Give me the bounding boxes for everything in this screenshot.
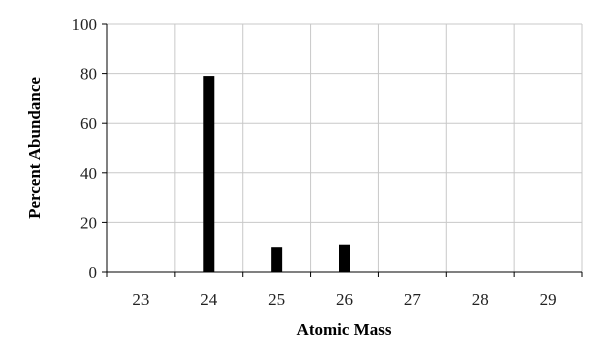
- y-tick-label: 80: [80, 65, 97, 84]
- y-tick-labels: 0 20 40 60 80 100: [72, 15, 98, 282]
- bar-24: [203, 76, 215, 272]
- x-axis-title: Atomic Mass: [297, 320, 392, 339]
- x-tick-label: 24: [200, 290, 218, 309]
- x-tick-label: 25: [268, 290, 285, 309]
- x-tick-label: 23: [132, 290, 149, 309]
- x-tick-label: 27: [404, 290, 422, 309]
- x-tick-label: 28: [472, 290, 489, 309]
- bar-26: [339, 244, 350, 272]
- x-tick-label: 26: [336, 290, 353, 309]
- y-tick-label: 40: [80, 164, 97, 183]
- y-tick-label: 60: [80, 114, 97, 133]
- x-tick-labels: 23 24 25 26 27 28 29: [132, 290, 556, 309]
- y-axis-title: Percent Abundance: [25, 77, 44, 219]
- y-tick-label: 20: [80, 213, 97, 232]
- y-tick-label: 0: [89, 263, 98, 282]
- y-tick-label: 100: [72, 15, 98, 34]
- grid-lines: [107, 23, 583, 272]
- axes: [102, 23, 583, 277]
- bars: [203, 76, 350, 272]
- bar-25: [271, 247, 283, 272]
- x-tick-label: 29: [540, 290, 557, 309]
